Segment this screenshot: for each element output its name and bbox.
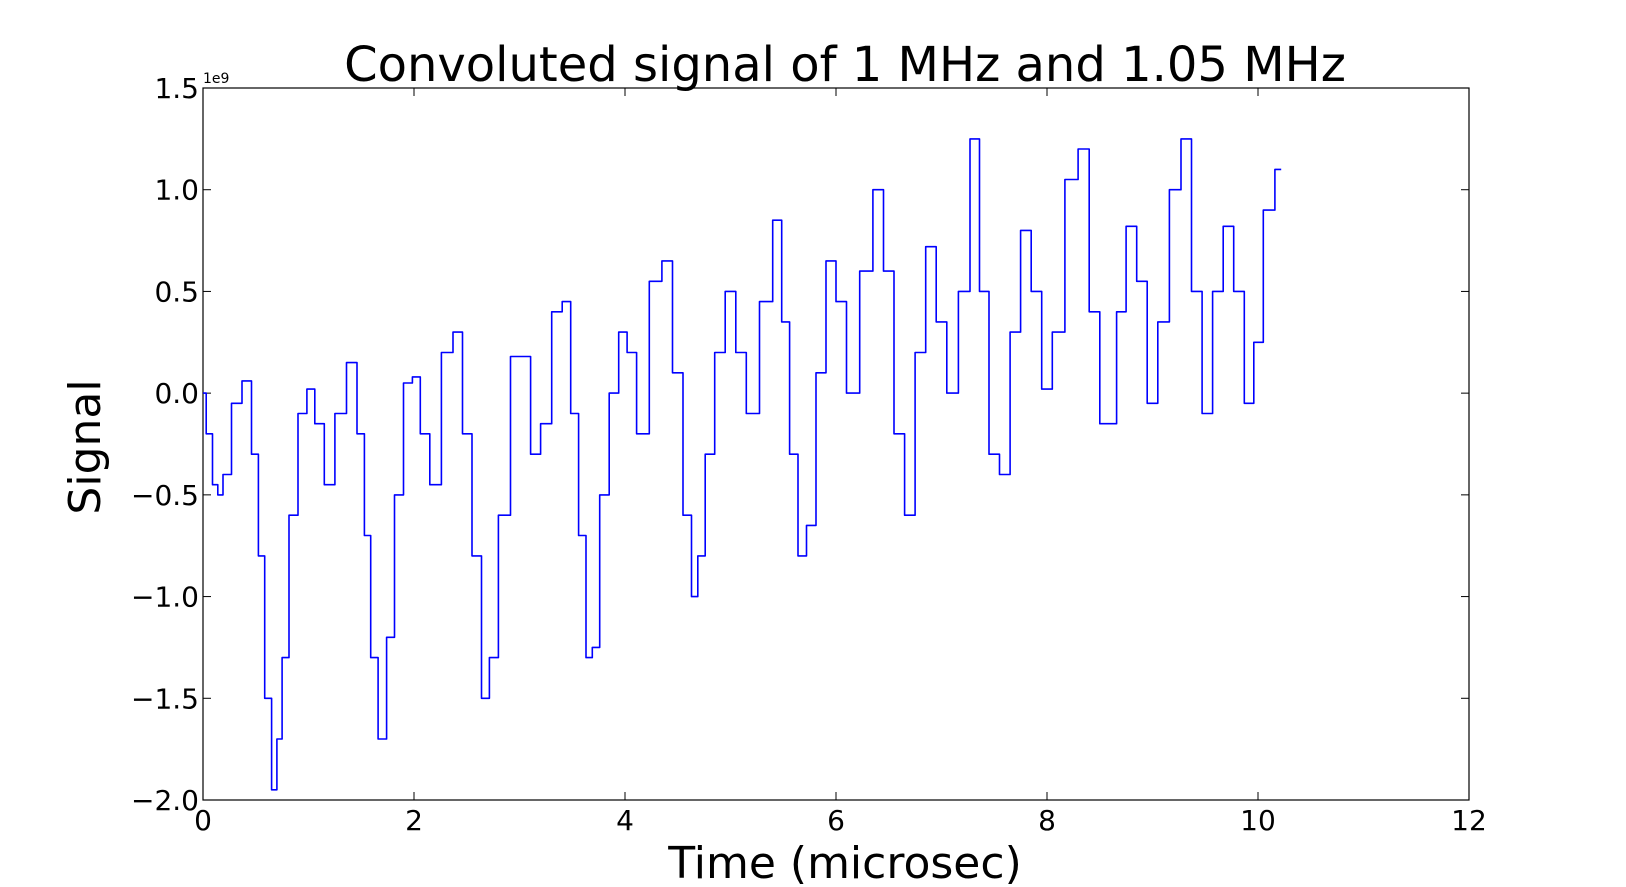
y-tick-label: −0.5 [131, 479, 199, 512]
x-tick-label: 12 [1451, 804, 1487, 837]
y-tick-label: −2.0 [131, 784, 199, 817]
axis-tick-labels: 0 2 4 6 8 10 12 −2.0 −1.5 −1.0 −0.5 0.0 0.5 1.0 1.5 [131, 72, 1487, 837]
x-tick-label: 10 [1240, 804, 1276, 837]
x-tick-label: 2 [405, 804, 423, 837]
y-tick-label: −1.0 [131, 581, 199, 614]
x-tick-label: 8 [1038, 804, 1056, 837]
y-axis-label: Signal [60, 379, 111, 514]
axis-ticks [202, 87, 1470, 801]
y-tick-label: 1.5 [154, 72, 199, 105]
y-tick-label: 0.5 [154, 275, 199, 308]
y-tick-label: 0.0 [154, 377, 199, 410]
x-tick-label: 0 [194, 804, 212, 837]
plot-frame [202, 87, 1470, 801]
y-offset-label: 1e9 [203, 71, 229, 87]
y-tick-label: 1.0 [154, 174, 199, 207]
plot-area: 0 2 4 6 8 10 12 −2.0 −1.5 −1.0 −0.5 0.0 0.5 1.0 1.5 [131, 72, 1487, 837]
y-tick-label: −1.5 [131, 682, 199, 715]
x-tick-label: 6 [827, 804, 845, 837]
x-tick-label: 4 [616, 804, 634, 837]
chart-title: Convoluted signal of 1 MHz and 1.05 MHz [344, 37, 1346, 93]
x-axis-label: Time (microsec) [667, 838, 1022, 887]
series-line [203, 138, 1282, 791]
